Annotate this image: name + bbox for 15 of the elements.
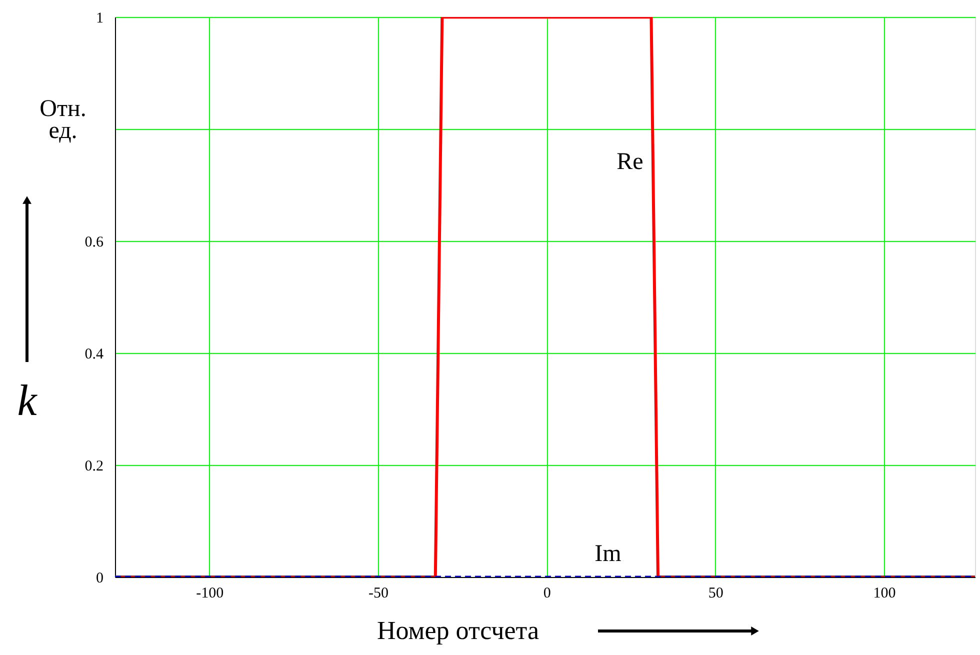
x-tick-label: 0 [543,586,551,602]
y-tick-label: 1 [96,10,104,26]
y-tick-label: 0.6 [84,234,104,250]
annotation: Im [594,541,622,567]
y-tick-label: 0.2 [84,458,104,474]
y-tick-label: 0.4 [84,346,104,362]
x-tick-label: -100 [196,586,224,602]
x-tick-label: 100 [873,586,896,602]
x-tick-label: -50 [368,586,389,602]
annotation: Re [616,149,644,175]
text: k [17,376,38,425]
y-axis-title: Отн. ед. [40,96,86,144]
x-axis-title: Номер отсчета [377,616,540,645]
x-tick-label: 50 [708,586,724,602]
y-tick-label: 0 [96,570,104,586]
